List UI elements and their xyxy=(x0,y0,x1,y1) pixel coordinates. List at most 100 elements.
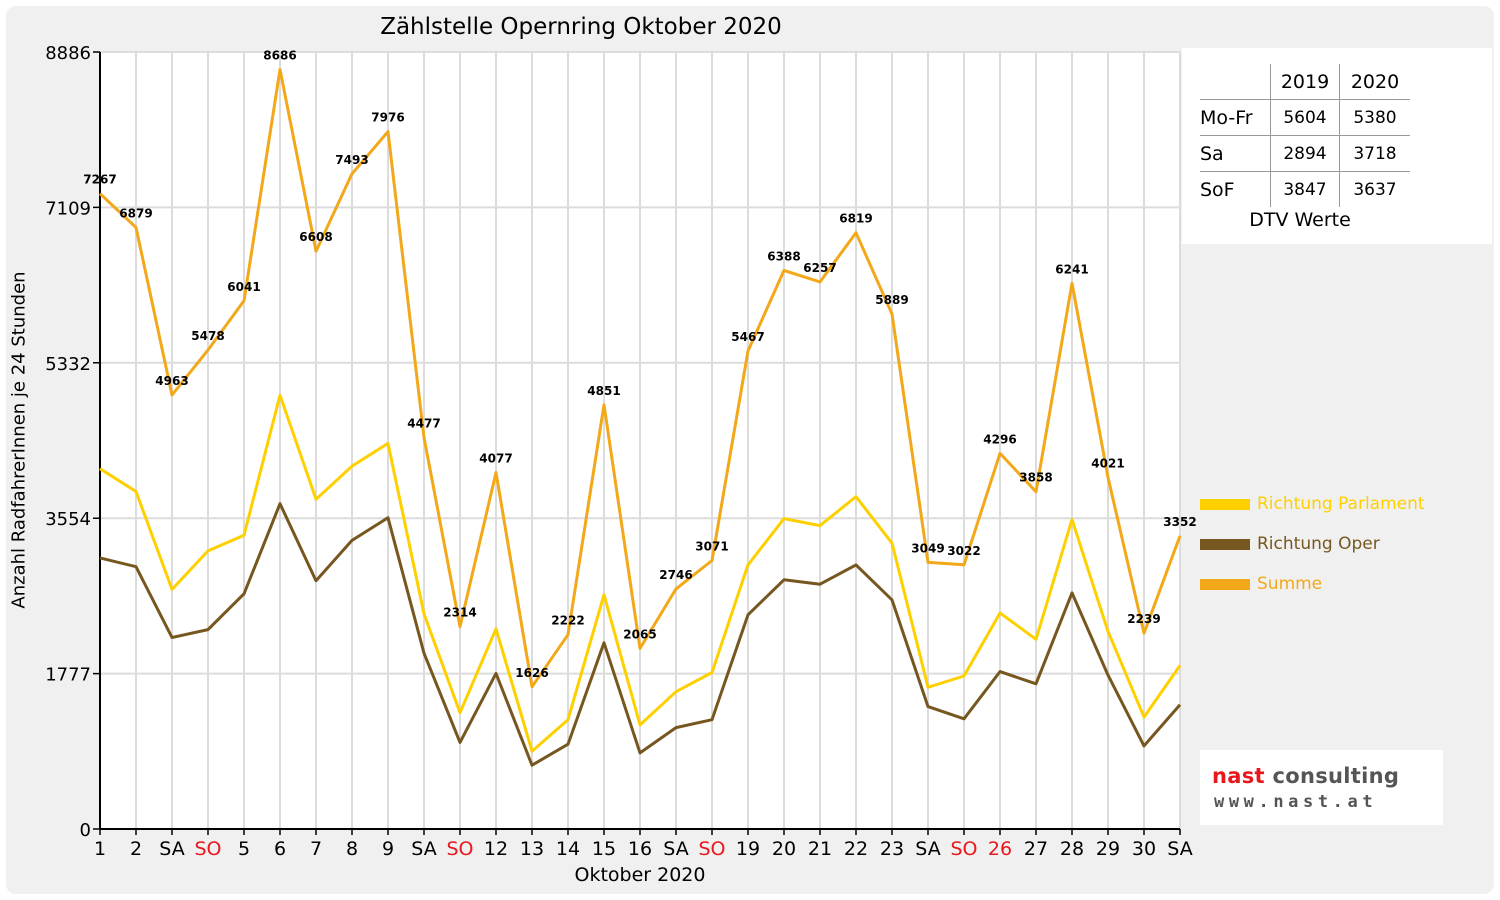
data-label: 5467 xyxy=(731,330,764,344)
dtv-header-empty xyxy=(1200,64,1271,100)
y-tick-label: 5332 xyxy=(45,354,91,375)
dtv-header-row: 2019 2020 xyxy=(1200,64,1410,100)
data-label: 4851 xyxy=(587,384,620,398)
data-label: 2222 xyxy=(551,614,584,628)
logo-url: www.nast.at xyxy=(1214,792,1378,812)
x-tick-label: 27 xyxy=(1024,838,1048,860)
legend-swatch xyxy=(1200,578,1250,590)
x-tick-label: 15 xyxy=(592,838,616,860)
data-label: 3352 xyxy=(1163,515,1196,529)
data-label: 1626 xyxy=(515,666,548,680)
data-label: 2314 xyxy=(443,606,476,620)
data-label: 4021 xyxy=(1091,456,1124,470)
data-label: 6257 xyxy=(803,261,836,275)
x-tick-label: 16 xyxy=(628,838,652,860)
logo-wordmark: nast consulting xyxy=(1212,764,1400,788)
data-label: 7493 xyxy=(335,153,368,167)
data-label: 3071 xyxy=(695,539,728,553)
data-label: 5478 xyxy=(191,329,224,343)
dtv-header-2020: 2020 xyxy=(1339,64,1410,100)
x-tick-label: SA xyxy=(1167,838,1192,860)
data-label: 3049 xyxy=(911,541,944,555)
data-label: 6819 xyxy=(839,212,872,226)
x-tick-label: 8 xyxy=(346,838,358,860)
x-tick-label: SA xyxy=(411,838,436,860)
dtv-row-label: Mo-Fr xyxy=(1200,99,1271,136)
data-label: 6241 xyxy=(1055,262,1088,276)
y-axis-title: Anzahl RadfahrerInnen je 24 Stunden xyxy=(8,271,30,609)
dtv-value-2020: 5380 xyxy=(1339,99,1410,136)
dtv-caption: DTV Werte xyxy=(1249,209,1351,231)
dtv-row-mofr: Mo-Fr 5604 5380 xyxy=(1200,99,1410,136)
dtv-value-2020: 3718 xyxy=(1339,135,1410,172)
dtv-row-sa: Sa 2894 3718 xyxy=(1200,135,1410,172)
data-label: 2746 xyxy=(659,568,692,582)
legend-swatch xyxy=(1200,538,1250,550)
dtv-value-2019: 5604 xyxy=(1270,99,1340,136)
x-tick-label: 26 xyxy=(988,838,1012,860)
dtv-value-2019: 3847 xyxy=(1270,171,1340,207)
data-label: 6879 xyxy=(119,206,152,220)
dtv-row-sof: SoF 3847 3637 xyxy=(1200,171,1410,207)
x-tick-label: SO xyxy=(698,838,725,860)
x-tick-label: SO xyxy=(446,838,473,860)
data-label: 6388 xyxy=(767,249,800,263)
dtv-table: 2019 2020 Mo-Fr 5604 5380 Sa 2894 3718 S… xyxy=(1200,64,1410,207)
data-label: 7267 xyxy=(83,173,116,187)
legend-item-summe[interactable]: Summe xyxy=(1200,573,1322,595)
y-tick-label: 7109 xyxy=(45,198,91,219)
series-line-richtung-oper xyxy=(99,502,1182,767)
x-tick-label: 7 xyxy=(310,838,322,860)
x-tick-label: SA xyxy=(915,838,940,860)
x-tick-label: 2 xyxy=(130,838,142,860)
y-tick-label: 3554 xyxy=(45,509,91,530)
legend-item-richtung-parlament[interactable]: Richtung Parlament xyxy=(1200,493,1425,515)
legend-item-richtung-oper[interactable]: Richtung Oper xyxy=(1200,533,1380,555)
x-tick-label: SO xyxy=(950,838,977,860)
dtv-header-2019: 2019 xyxy=(1270,64,1340,100)
y-tick-label: 1777 xyxy=(45,665,91,686)
series-line-summe xyxy=(98,68,1182,689)
legend-label: Summe xyxy=(1257,574,1323,594)
data-label: 8686 xyxy=(263,48,296,62)
x-tick-label: SO xyxy=(194,838,221,860)
x-tick-label: 23 xyxy=(880,838,904,860)
data-label: 3858 xyxy=(1019,471,1052,485)
dtv-value-2019: 2894 xyxy=(1270,135,1340,172)
x-tick-label: 5 xyxy=(238,838,250,860)
x-tick-label: 19 xyxy=(736,838,760,860)
data-label: 6608 xyxy=(299,230,332,244)
data-label: 4477 xyxy=(407,417,440,431)
data-label: 7976 xyxy=(371,111,404,125)
x-tick-label: SA xyxy=(663,838,688,860)
y-tick-label: 8886 xyxy=(45,43,91,64)
data-label: 6041 xyxy=(227,280,260,294)
x-tick-label: 9 xyxy=(382,838,394,860)
x-tick-label: 20 xyxy=(772,838,796,860)
legend-label: Richtung Parlament xyxy=(1257,494,1425,514)
data-label: 4963 xyxy=(155,374,188,388)
series-line-richtung-parlament xyxy=(99,393,1182,753)
x-tick-label: 6 xyxy=(274,838,286,860)
x-tick-label: 30 xyxy=(1132,838,1156,860)
dtv-row-label: Sa xyxy=(1200,135,1271,172)
dtv-row-label: SoF xyxy=(1200,171,1271,207)
x-tick-label: 29 xyxy=(1096,838,1120,860)
nast-consulting-logo: nast consulting www.nast.at xyxy=(1200,750,1443,825)
x-tick-label: 28 xyxy=(1060,838,1084,860)
data-label: 5889 xyxy=(875,293,908,307)
dtv-value-2020: 3637 xyxy=(1339,171,1410,207)
x-tick-label: 14 xyxy=(556,838,580,860)
legend-swatch xyxy=(1200,498,1250,510)
data-label: 2065 xyxy=(623,627,656,641)
y-tick-label: 0 xyxy=(80,820,91,841)
x-tick-label: 21 xyxy=(808,838,832,860)
x-axis-title: Oktober 2020 xyxy=(574,864,706,886)
x-tick-label: 1 xyxy=(94,838,106,860)
x-tick-label: 13 xyxy=(520,838,544,860)
legend-label: Richtung Oper xyxy=(1257,534,1380,554)
x-tick-label: 12 xyxy=(484,838,508,860)
data-label: 3022 xyxy=(947,544,980,558)
chart-title: Zählstelle Opernring Oktober 2020 xyxy=(380,14,782,40)
